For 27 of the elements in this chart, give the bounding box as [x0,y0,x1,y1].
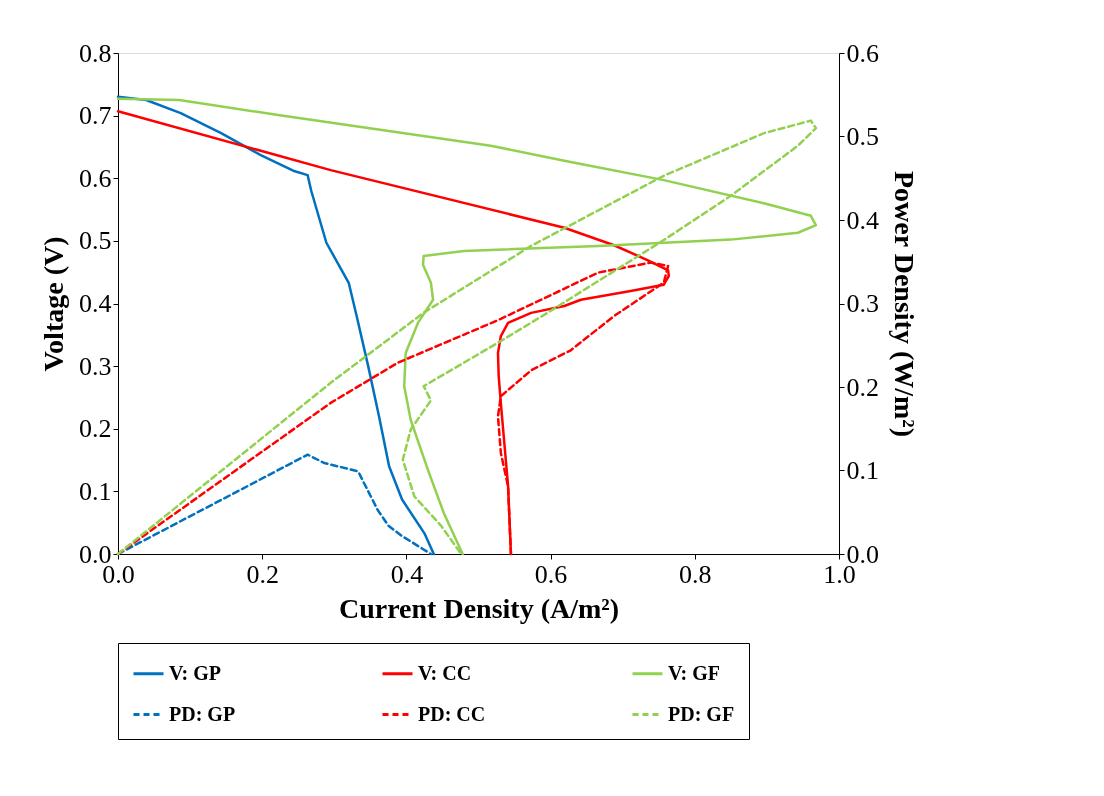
y2-tick-label: 0.5 [846,122,879,151]
y-tick-label: 0.7 [79,101,112,131]
legend-label: V: GF [668,661,721,684]
x-axis-title: Current Density (A/m²) [338,592,620,624]
legend-label: V: CC [418,661,472,684]
legend-label: PD: GP [169,702,236,725]
legend-label: V: GP [169,661,222,684]
y-tick-label: 0.1 [79,476,112,506]
y2-tick-label: 0.1 [846,456,879,485]
y-tick-label: 0.4 [79,289,112,318]
legend-label: PD: CC [418,702,486,725]
y-tick-label: 0.6 [79,163,112,193]
y-tick-label: 0.8 [79,38,112,68]
legend-label: PD: GF [668,702,735,725]
x-tick-label: 0.6 [534,559,568,589]
y-tick-label: 0.3 [79,351,112,381]
y2-tick-label: 0.3 [846,289,879,318]
y2-tick-label: 0.4 [846,205,879,235]
y2-tick-label: 0.6 [846,38,879,68]
y2-tick-label: 0.2 [846,372,879,402]
x-tick-label: 0.2 [246,559,279,589]
x-tick-label: 0.4 [390,559,424,589]
y-tick-label: 0.2 [79,414,112,444]
x-tick-label: 0.8 [679,559,712,589]
y2-axis-title: Power Density (W/m²) [889,170,920,438]
y-axis-title: Voltage (V) [38,236,69,372]
y-tick-label: 0.5 [79,226,112,256]
